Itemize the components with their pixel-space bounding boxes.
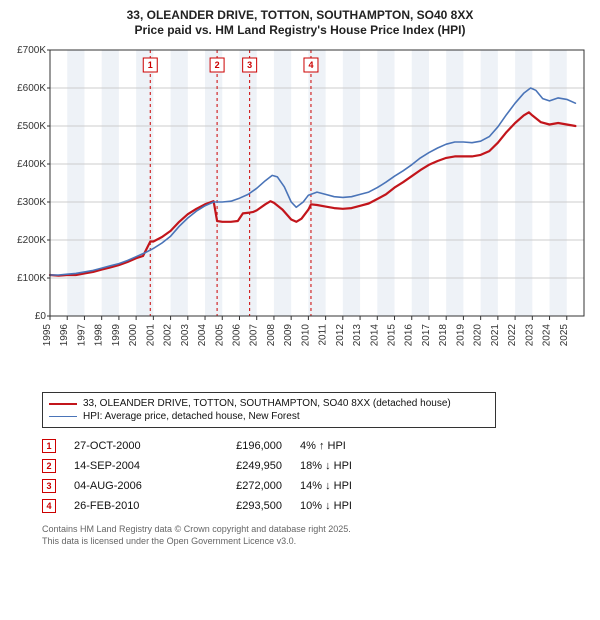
svg-text:2018: 2018 — [438, 324, 449, 347]
svg-text:£700K: £700K — [17, 45, 46, 56]
attribution: Contains HM Land Registry data © Crown c… — [42, 524, 586, 547]
svg-text:2008: 2008 — [266, 324, 277, 347]
svg-text:2006: 2006 — [231, 324, 242, 347]
sale-date: 04-AUG-2006 — [74, 480, 184, 492]
svg-text:2011: 2011 — [318, 324, 329, 346]
svg-text:2024: 2024 — [542, 324, 553, 347]
attrib-line1: Contains HM Land Registry data © Crown c… — [42, 524, 586, 536]
svg-text:2023: 2023 — [524, 324, 535, 347]
legend-swatch — [49, 416, 77, 417]
chart-svg: £0 £100K £200K £300K £400K £500K £600K £700K 199… — [6, 44, 588, 384]
svg-text:2020: 2020 — [473, 324, 484, 347]
legend: 33, OLEANDER DRIVE, TOTTON, SOUTHAMPTON,… — [42, 392, 496, 428]
svg-text:2019: 2019 — [455, 324, 466, 347]
svg-text:£600K: £600K — [17, 83, 46, 94]
title-block: 33, OLEANDER DRIVE, TOTTON, SOUTHAMPTON,… — [6, 8, 594, 38]
sale-marker: 2 — [42, 459, 56, 473]
svg-text:1998: 1998 — [94, 324, 105, 347]
svg-text:3: 3 — [247, 60, 252, 70]
svg-text:2021: 2021 — [490, 324, 501, 347]
svg-text:1997: 1997 — [76, 324, 87, 347]
svg-text:2005: 2005 — [214, 324, 225, 347]
attrib-line2: This data is licensed under the Open Gov… — [42, 536, 586, 548]
svg-text:2004: 2004 — [197, 324, 208, 347]
svg-text:2001: 2001 — [145, 324, 156, 347]
sales-row: 4 26-FEB-2010 £293,500 10% ↓ HPI — [42, 496, 542, 516]
svg-text:2017: 2017 — [421, 324, 432, 347]
svg-text:1996: 1996 — [59, 324, 70, 347]
chart-container: 33, OLEANDER DRIVE, TOTTON, SOUTHAMPTON,… — [0, 0, 600, 557]
svg-text:2003: 2003 — [180, 324, 191, 347]
sale-marker: 1 — [42, 439, 56, 453]
svg-text:2009: 2009 — [283, 324, 294, 347]
sale-date: 27-OCT-2000 — [74, 440, 184, 452]
svg-text:£0: £0 — [35, 311, 47, 322]
legend-label: HPI: Average price, detached house, New … — [83, 411, 300, 422]
svg-text:2015: 2015 — [387, 324, 398, 347]
svg-text:2000: 2000 — [128, 324, 139, 347]
svg-text:£200K: £200K — [17, 235, 46, 246]
svg-text:2: 2 — [215, 60, 220, 70]
svg-text:2014: 2014 — [369, 324, 380, 347]
legend-swatch — [49, 403, 77, 405]
sale-diff: 14% ↓ HPI — [300, 480, 400, 492]
svg-text:2002: 2002 — [163, 324, 174, 347]
svg-text:2012: 2012 — [335, 324, 346, 347]
sale-price: £196,000 — [202, 440, 282, 452]
sales-row: 2 14-SEP-2004 £249,950 18% ↓ HPI — [42, 456, 542, 476]
sale-diff: 4% ↑ HPI — [300, 440, 400, 452]
sale-date: 14-SEP-2004 — [74, 460, 184, 472]
legend-label: 33, OLEANDER DRIVE, TOTTON, SOUTHAMPTON,… — [83, 398, 451, 409]
sales-table: 1 27-OCT-2000 £196,000 4% ↑ HPI 2 14-SEP-2004… — [42, 436, 542, 516]
svg-text:4: 4 — [308, 60, 313, 70]
svg-text:£500K: £500K — [17, 121, 46, 132]
title-line2: Price paid vs. HM Land Registry's House … — [6, 23, 594, 38]
svg-text:2007: 2007 — [249, 324, 260, 347]
svg-text:1995: 1995 — [42, 324, 53, 347]
svg-text:1: 1 — [148, 60, 153, 70]
svg-text:1999: 1999 — [111, 324, 122, 347]
sale-diff: 18% ↓ HPI — [300, 460, 400, 472]
sale-price: £293,500 — [202, 500, 282, 512]
legend-row: HPI: Average price, detached house, New … — [49, 410, 489, 423]
svg-text:£100K: £100K — [17, 273, 46, 284]
sale-price: £272,000 — [202, 480, 282, 492]
svg-text:£300K: £300K — [17, 197, 46, 208]
sales-row: 3 04-AUG-2006 £272,000 14% ↓ HPI — [42, 476, 542, 496]
svg-text:2025: 2025 — [559, 324, 570, 347]
sale-date: 26-FEB-2010 — [74, 500, 184, 512]
svg-text:2016: 2016 — [404, 324, 415, 347]
sale-marker: 4 — [42, 499, 56, 513]
sales-row: 1 27-OCT-2000 £196,000 4% ↑ HPI — [42, 436, 542, 456]
title-line1: 33, OLEANDER DRIVE, TOTTON, SOUTHAMPTON,… — [6, 8, 594, 23]
sale-price: £249,950 — [202, 460, 282, 472]
sale-diff: 10% ↓ HPI — [300, 500, 400, 512]
svg-text:2022: 2022 — [507, 324, 518, 347]
svg-text:2010: 2010 — [300, 324, 311, 347]
chart: £0 £100K £200K £300K £400K £500K £600K £700K 199… — [6, 44, 594, 384]
sale-marker: 3 — [42, 479, 56, 493]
svg-text:2013: 2013 — [352, 324, 363, 347]
legend-row: 33, OLEANDER DRIVE, TOTTON, SOUTHAMPTON,… — [49, 397, 489, 410]
svg-text:£400K: £400K — [17, 159, 46, 170]
